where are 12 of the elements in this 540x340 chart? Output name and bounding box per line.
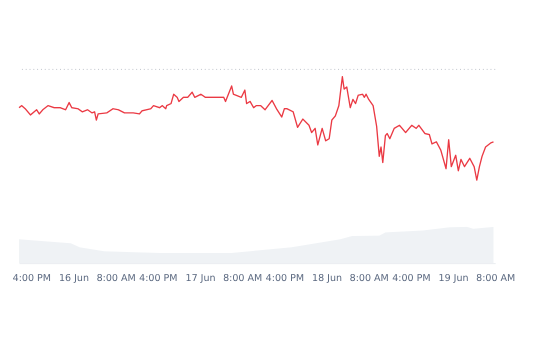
x-tick-label: 8:00 AM — [223, 272, 262, 284]
x-tick-label: 4:00 PM — [12, 272, 51, 284]
x-tick-label: 4:00 PM — [392, 272, 431, 284]
x-tick-label: 17 Jun — [186, 272, 216, 284]
x-tick-label: 16 Jun — [58, 272, 90, 284]
x-tick-label: 4:00 PM — [139, 272, 178, 284]
x-tick-label: 8:00 AM — [350, 272, 389, 284]
x-tick-label: 8:00 AM — [96, 272, 136, 284]
x-tick-label: 8:00 AM — [476, 272, 516, 284]
x-tick-label: 19 Jun — [438, 272, 469, 284]
x-tick-label: 4:00 PM — [266, 272, 304, 284]
x-tick-label: 18 Jun — [312, 272, 342, 284]
